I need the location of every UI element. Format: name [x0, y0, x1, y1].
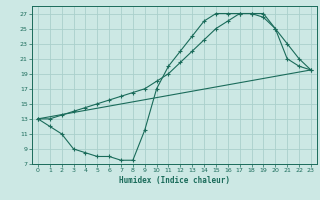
X-axis label: Humidex (Indice chaleur): Humidex (Indice chaleur) — [119, 176, 230, 185]
